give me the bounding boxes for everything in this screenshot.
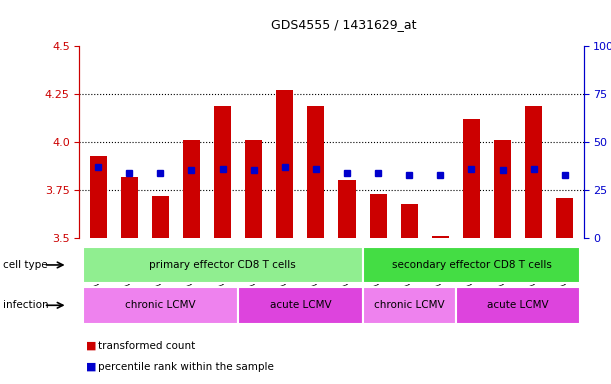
Text: acute LCMV: acute LCMV	[488, 300, 549, 310]
Bar	[82, 287, 238, 324]
Bar	[120, 177, 137, 238]
Bar	[238, 287, 362, 324]
Bar	[556, 198, 573, 238]
Bar	[214, 106, 231, 238]
Bar	[276, 90, 293, 238]
Text: primary effector CD8 T cells: primary effector CD8 T cells	[149, 260, 296, 270]
Bar	[456, 287, 580, 324]
Text: infection: infection	[3, 300, 49, 310]
Text: cell type: cell type	[3, 260, 48, 270]
Text: GDS4555 / 1431629_at: GDS4555 / 1431629_at	[271, 18, 417, 31]
Bar	[245, 140, 262, 238]
Text: transformed count: transformed count	[98, 341, 195, 351]
Bar	[494, 140, 511, 238]
Bar	[183, 140, 200, 238]
Bar	[401, 204, 418, 238]
Bar	[463, 119, 480, 238]
Bar	[90, 156, 107, 238]
Bar	[362, 287, 456, 324]
Text: chronic LCMV: chronic LCMV	[374, 300, 445, 310]
Bar	[432, 236, 449, 238]
Text: acute LCMV: acute LCMV	[269, 300, 331, 310]
Text: ■: ■	[86, 341, 96, 351]
Text: chronic LCMV: chronic LCMV	[125, 300, 196, 310]
Bar	[82, 247, 362, 283]
Bar	[525, 106, 543, 238]
Text: secondary effector CD8 T cells: secondary effector CD8 T cells	[392, 260, 551, 270]
Bar	[307, 106, 324, 238]
Text: percentile rank within the sample: percentile rank within the sample	[98, 362, 274, 372]
Text: ■: ■	[86, 362, 96, 372]
Bar	[152, 196, 169, 238]
Bar	[362, 247, 580, 283]
Bar	[338, 180, 356, 238]
Bar	[370, 194, 387, 238]
